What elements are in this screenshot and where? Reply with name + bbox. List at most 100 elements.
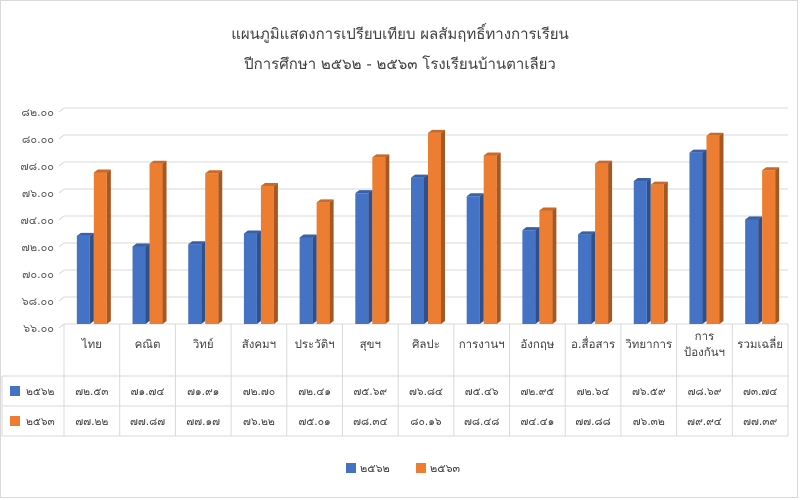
- category-label: อ.สื่อสาร: [571, 336, 615, 351]
- bar: [299, 237, 313, 324]
- bar-top: [316, 199, 334, 203]
- bar: [93, 172, 107, 324]
- table-legend-key: [10, 386, 20, 396]
- bar-top: [428, 129, 445, 133]
- bar-side: [479, 193, 484, 324]
- y-tick-label: ๘๒.๐๐: [21, 106, 54, 119]
- gridline-depth: [58, 188, 65, 194]
- bar-top: [745, 216, 763, 220]
- data-label: ๗๓.๗๔: [743, 386, 777, 398]
- chart-subtitle: ปีการศึกษา ๒๕๖๒ - ๒๕๖๓ โรงเรียนบ้านตาเลี…: [244, 55, 556, 73]
- bar: [428, 132, 441, 324]
- data-label: ๗๕.๔๖: [465, 386, 499, 398]
- bar-side: [368, 190, 373, 324]
- bar-side: [646, 178, 651, 324]
- data-label: ๗๖.๒๒: [243, 416, 275, 428]
- bar-side: [145, 243, 150, 324]
- data-label: ๗๘.๖๙: [688, 386, 722, 398]
- y-tick-label: ๗๒.๐๐: [22, 241, 54, 254]
- table-series-name: ๒๕๖๒: [26, 386, 55, 398]
- bar: [706, 135, 720, 324]
- category-label: คณิต: [135, 337, 161, 351]
- bar-top: [243, 230, 261, 234]
- bar-side: [89, 232, 94, 324]
- bar-top: [355, 190, 373, 194]
- data-label: ๗๑.๙๑: [187, 386, 219, 398]
- bar: [372, 157, 386, 324]
- legend-label: ๒๕๖๒: [360, 462, 390, 475]
- bar-top: [762, 167, 780, 171]
- bar-side: [256, 230, 261, 324]
- y-tick-label: ๖๖.๐๐: [23, 322, 54, 335]
- category-label: ศิลปะ: [412, 337, 440, 351]
- chart-title: แผนภูมิแสดงการเปรียบเทียบ ผลสัมฤทธิ์ทางก…: [231, 25, 569, 43]
- y-tick-label: ๗๔.๐๐: [20, 214, 54, 227]
- category-label: วิทย์: [192, 337, 213, 351]
- bar-side: [385, 154, 390, 324]
- y-tick-label: ๗๖.๐๐: [22, 187, 54, 200]
- category-label: วิทยาการ: [625, 337, 672, 351]
- category-label: อังกฤษ: [520, 337, 554, 351]
- category-label: ไทย: [81, 337, 102, 351]
- data-label: ๗๙.๙๔: [687, 416, 722, 428]
- gridline-depth: [58, 296, 65, 302]
- data-label: ๗๖.๕๙: [632, 386, 666, 398]
- bar-side: [218, 170, 223, 324]
- bar-side: [535, 227, 540, 324]
- bar-top: [689, 149, 707, 153]
- y-tick-label: ๖๘.๐๐: [22, 295, 54, 308]
- category-label: ประวัติฯ: [295, 337, 335, 351]
- data-label: ๘๐.๑๖: [410, 416, 442, 428]
- data-label: ๗๕.๐๑: [298, 416, 330, 428]
- bar-top: [633, 178, 651, 182]
- bar-top: [260, 183, 278, 187]
- gridline-depth: [58, 269, 65, 275]
- bar: [483, 155, 497, 324]
- bar: [149, 163, 163, 324]
- bar: [316, 202, 330, 324]
- bar: [132, 246, 146, 324]
- data-label: ๗๔.๔๑: [520, 416, 554, 428]
- bar-side: [441, 129, 445, 324]
- bar: [762, 170, 776, 324]
- bar: [243, 233, 257, 324]
- bar: [260, 186, 274, 324]
- gridline-depth: [58, 323, 65, 329]
- data-label: ๗๗.๓๙: [743, 416, 777, 428]
- bar-side: [329, 199, 334, 324]
- bar-side: [702, 149, 707, 324]
- bar-top: [411, 174, 428, 178]
- legend-key: [346, 463, 356, 473]
- bar: [633, 181, 647, 324]
- bar-top: [522, 227, 540, 231]
- bar-top: [483, 152, 501, 156]
- bar-top: [650, 181, 668, 185]
- bar-side: [552, 207, 557, 324]
- legend-label: ๒๕๖๓: [430, 462, 460, 475]
- bar: [539, 210, 553, 324]
- bar-side: [591, 231, 596, 324]
- bar-top: [205, 170, 223, 174]
- table-series-name: ๒๕๖๓: [26, 416, 55, 428]
- bar-top: [466, 193, 484, 197]
- gridline-depth: [58, 107, 65, 113]
- data-label: ๗๑.๗๔: [131, 386, 165, 398]
- category-label: รวมเฉลี่ย: [737, 336, 783, 351]
- bar-side: [424, 174, 428, 324]
- bar: [522, 230, 536, 324]
- data-label: ๗๒.๙๕: [520, 386, 554, 398]
- data-label: ๗๘.๓๔: [353, 416, 388, 428]
- bar: [466, 196, 480, 324]
- data-label: ๗๗.๑๗: [186, 416, 220, 428]
- bar: [689, 152, 703, 324]
- data-label: ๗๗.๘๘: [575, 416, 610, 428]
- bar-top: [188, 241, 206, 245]
- data-label: ๗๘.๔๘: [464, 416, 499, 428]
- bar-side: [608, 160, 613, 324]
- bar: [205, 173, 219, 324]
- data-label: ๗๖.๘๔: [409, 386, 443, 398]
- table-legend-key: [10, 416, 20, 426]
- bar: [595, 163, 609, 324]
